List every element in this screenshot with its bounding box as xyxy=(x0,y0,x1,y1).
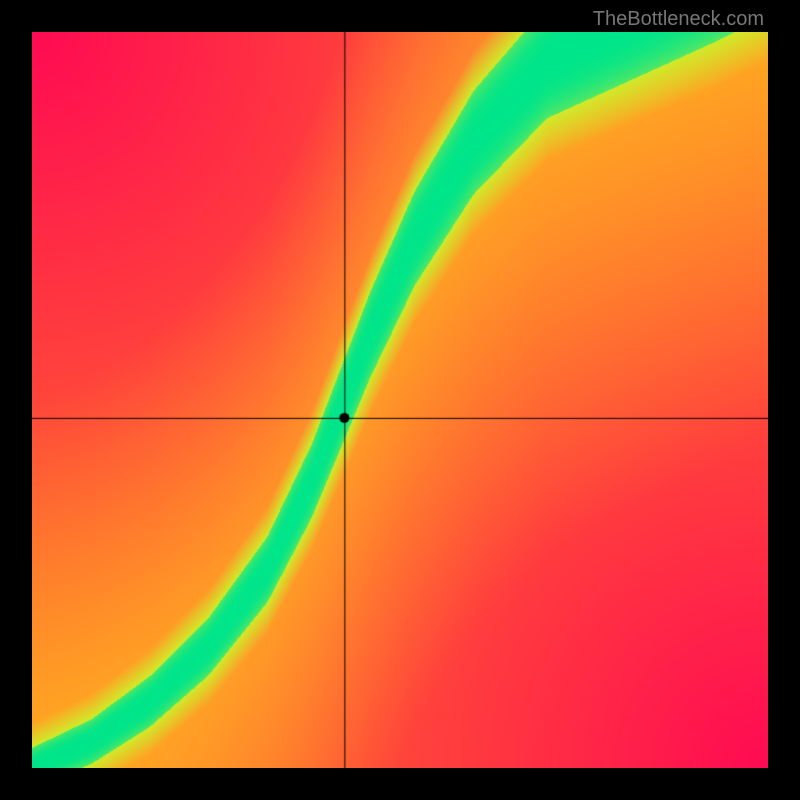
watermark-text: TheBottleneck.com xyxy=(593,8,764,31)
bottleneck-heatmap xyxy=(32,32,768,768)
heatmap-canvas xyxy=(32,32,768,768)
